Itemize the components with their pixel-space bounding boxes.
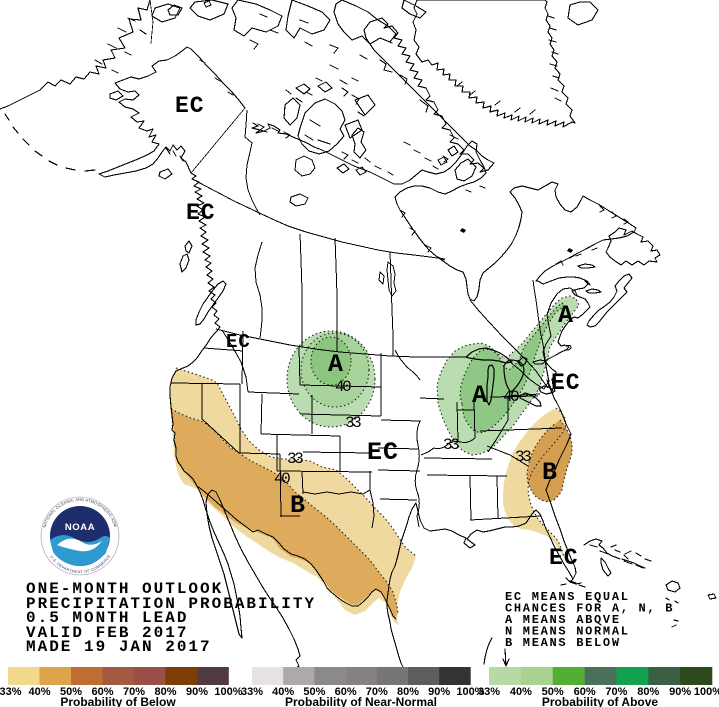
svg-text:Probability of Above: Probability of Above <box>542 695 659 707</box>
svg-text:Probability of Below: Probability of Below <box>60 695 176 707</box>
svg-text:40%: 40% <box>510 686 532 698</box>
svg-text:70%: 70% <box>605 686 627 698</box>
svg-text:40%: 40% <box>28 686 50 698</box>
svg-text:50%: 50% <box>303 686 325 698</box>
svg-text:33: 33 <box>443 436 459 454</box>
svg-text:EC: EC <box>367 438 399 467</box>
svg-text:80%: 80% <box>154 686 176 698</box>
svg-text:EC: EC <box>551 370 581 396</box>
svg-text:90%: 90% <box>669 686 691 698</box>
svg-text:VALID FEB 2017: VALID FEB 2017 <box>26 624 188 642</box>
svg-text:ONE-MONTH OUTLOOK: ONE-MONTH OUTLOOK <box>26 580 223 598</box>
svg-text:33%: 33% <box>478 686 500 698</box>
svg-text:60%: 60% <box>335 686 357 698</box>
svg-text:33: 33 <box>345 414 361 432</box>
svg-text:B: B <box>290 491 305 520</box>
svg-text:50%: 50% <box>542 686 564 698</box>
svg-text:50%: 50% <box>60 686 82 698</box>
svg-text:80%: 80% <box>637 686 659 698</box>
svg-text:Probability of Near-Normal: Probability of Near-Normal <box>285 695 437 707</box>
svg-text:A: A <box>558 301 573 330</box>
svg-text:EC: EC <box>549 545 579 571</box>
svg-text:70%: 70% <box>123 686 145 698</box>
svg-text:A: A <box>472 381 487 410</box>
svg-text:EC: EC <box>186 200 216 226</box>
svg-text:0.5 MONTH LEAD: 0.5 MONTH LEAD <box>26 609 188 627</box>
svg-text:A MEANS ABOVE: A MEANS ABOVE <box>505 613 621 627</box>
svg-text:40%: 40% <box>272 686 294 698</box>
svg-text:100%: 100% <box>694 686 719 698</box>
svg-text:B: B <box>542 458 557 487</box>
svg-text:100%: 100% <box>214 686 242 698</box>
svg-text:PRECIPITATION PROBABILITY: PRECIPITATION PROBABILITY <box>26 595 316 613</box>
svg-text:90%: 90% <box>428 686 450 698</box>
svg-text:80%: 80% <box>397 686 419 698</box>
svg-text:33%: 33% <box>0 686 22 698</box>
svg-text:EC: EC <box>226 331 251 353</box>
svg-text:NOAA: NOAA <box>65 522 95 533</box>
svg-text:40: 40 <box>335 378 351 396</box>
svg-text:EC MEANS EQUAL: EC MEANS EQUAL <box>505 590 630 604</box>
svg-text:EC: EC <box>175 93 205 119</box>
svg-text:CHANCES FOR A, N, B: CHANCES FOR A, N, B <box>505 602 674 616</box>
svg-text:60%: 60% <box>91 686 113 698</box>
svg-text:40: 40 <box>503 388 519 406</box>
svg-text:33: 33 <box>515 448 531 466</box>
svg-text:100%: 100% <box>456 686 484 698</box>
svg-text:70%: 70% <box>366 686 388 698</box>
svg-text:B MEANS BELOW: B MEANS BELOW <box>505 636 621 650</box>
svg-text:40: 40 <box>274 470 290 488</box>
svg-text:90%: 90% <box>186 686 208 698</box>
svg-text:33%: 33% <box>241 686 263 698</box>
svg-text:MADE 19 JAN 2017: MADE 19 JAN 2017 <box>26 638 212 656</box>
svg-text:N MEANS NORMAL: N MEANS NORMAL <box>505 625 630 639</box>
svg-text:60%: 60% <box>574 686 596 698</box>
svg-text:A: A <box>328 350 343 379</box>
svg-text:33: 33 <box>287 450 303 468</box>
